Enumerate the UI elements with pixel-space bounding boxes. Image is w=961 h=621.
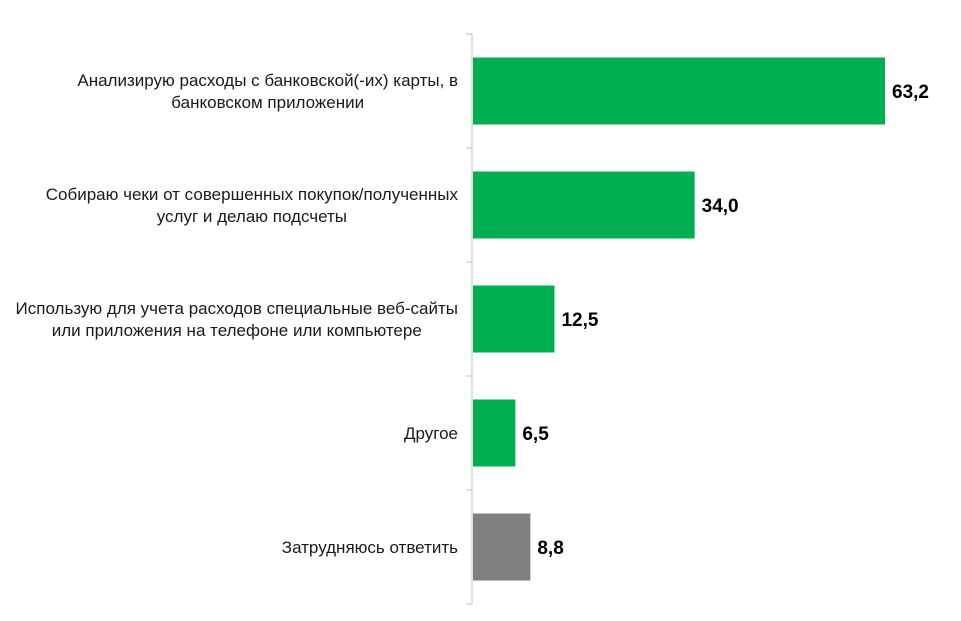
- category-label-line: услуг и делаю подсчеты: [157, 207, 347, 226]
- bar: [473, 513, 531, 581]
- category-label-line: Собираю чеки от совершенных покупок/полу…: [46, 185, 459, 204]
- category-label-line: Использую для учета расходов специальные…: [16, 299, 458, 318]
- bar: [473, 399, 516, 467]
- value-label: 12,5: [561, 310, 598, 331]
- category-label-line: Другое: [404, 424, 458, 443]
- bar: [473, 285, 555, 353]
- category-label: Затрудняюсь ответить: [282, 538, 458, 557]
- value-label: 63,2: [892, 82, 929, 103]
- value-label: 34,0: [702, 196, 739, 217]
- bar: [473, 171, 695, 239]
- category-label-line: или приложения на телефоне или компьютер…: [52, 321, 422, 340]
- category-label-line: банковском приложении: [171, 93, 364, 112]
- category-label: Другое: [404, 424, 458, 443]
- value-label: 8,8: [537, 538, 563, 559]
- value-label: 6,5: [522, 424, 549, 445]
- category-label-line: Анализирую расходы с банковской(-их) кар…: [77, 71, 458, 90]
- category-labels: Анализирую расходы с банковской(-их) кар…: [16, 71, 459, 557]
- category-label: Использую для учета расходов специальные…: [16, 299, 458, 340]
- category-label: Анализирую расходы с банковской(-их) кар…: [77, 71, 458, 112]
- bars: [473, 57, 885, 581]
- bar: [473, 57, 885, 125]
- value-labels: 63,2 34,0 12,5 6,5 8,8: [522, 82, 929, 559]
- category-axis: [466, 33, 473, 605]
- category-label-line: Затрудняюсь ответить: [282, 538, 458, 557]
- category-label: Собираю чеки от совершенных покупок/полу…: [46, 185, 459, 226]
